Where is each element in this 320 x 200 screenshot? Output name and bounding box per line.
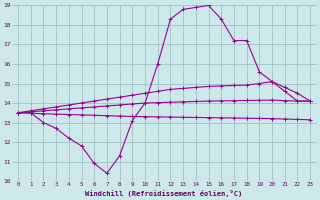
X-axis label: Windchill (Refroidissement éolien,°C): Windchill (Refroidissement éolien,°C) — [85, 190, 243, 197]
